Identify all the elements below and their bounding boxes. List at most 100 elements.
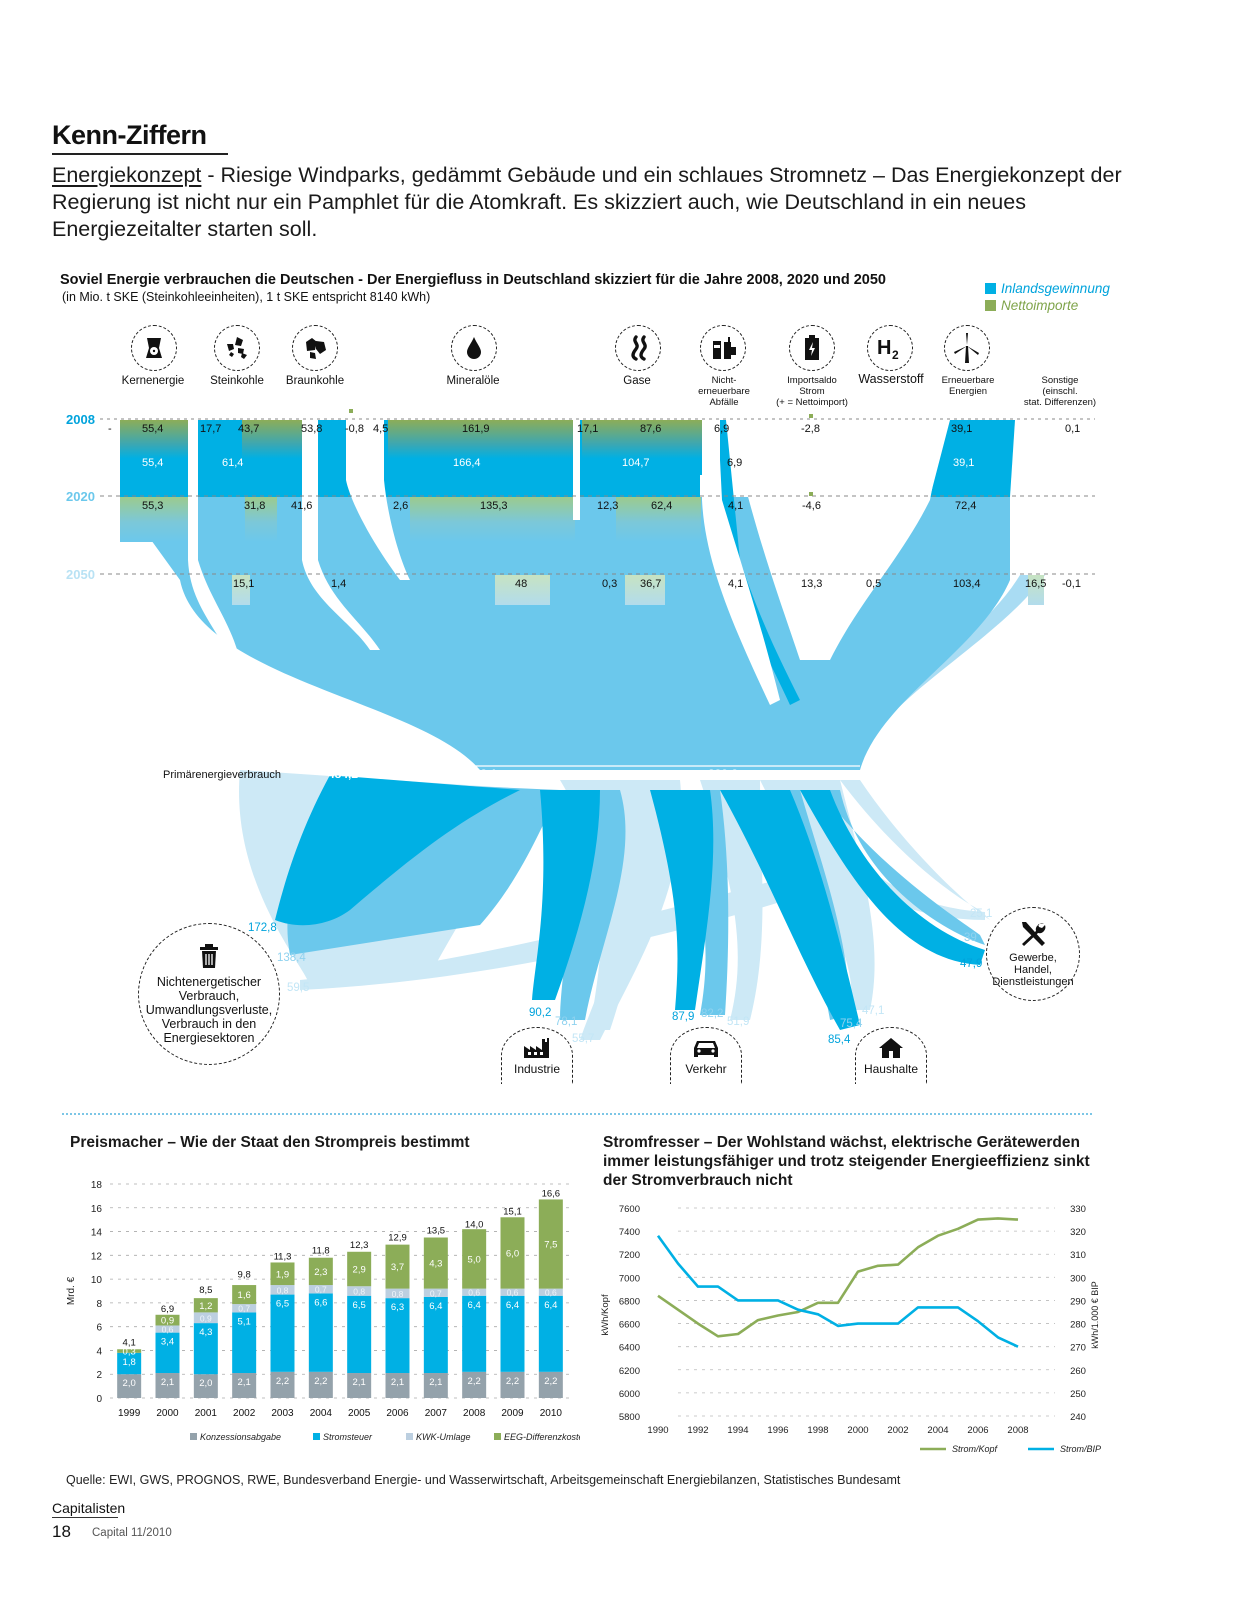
sink-label: Gewerbe, Handel, Dienstleistungen bbox=[992, 952, 1074, 988]
gas-icon bbox=[615, 325, 661, 371]
hard-coal-icon bbox=[214, 325, 260, 371]
section-separator bbox=[62, 1113, 1092, 1115]
bar-segment-label: 2,1 bbox=[429, 1377, 442, 1388]
bar-segment-label: 0,8 bbox=[277, 1285, 289, 1295]
bar-segment-label: 2,9 bbox=[353, 1265, 366, 1276]
x-tick-label: 2004 bbox=[310, 1408, 333, 1419]
import-marker bbox=[809, 492, 813, 496]
svg-text:4,5: 4,5 bbox=[373, 423, 388, 435]
year-label-2008: 2008 bbox=[66, 412, 95, 427]
bar-segment bbox=[193, 1312, 218, 1324]
sink-gewerbe: Gewerbe, Handel, Dienstleistungen bbox=[986, 907, 1080, 1001]
svg-text:43,7: 43,7 bbox=[238, 423, 259, 435]
y2-tick-label: 240 bbox=[1070, 1412, 1086, 1423]
bar-segment-label: 5,1 bbox=[238, 1316, 251, 1327]
bar-total-label: 14,0 bbox=[465, 1220, 484, 1231]
bar-segment bbox=[155, 1373, 180, 1398]
bar-segment bbox=[193, 1323, 218, 1375]
svg-text:16,5: 16,5 bbox=[1025, 578, 1046, 590]
legend-label: KWK-Umlage bbox=[416, 1432, 471, 1442]
svg-text:4,1: 4,1 bbox=[728, 500, 743, 512]
bar-segment bbox=[500, 1217, 525, 1289]
y2-tick-label: 300 bbox=[1070, 1273, 1086, 1284]
y-tick-label: 18 bbox=[91, 1180, 103, 1191]
svg-text:47,9: 47,9 bbox=[960, 958, 982, 970]
y2-tick-label: 330 bbox=[1070, 1204, 1086, 1215]
x-tick-label: 2002 bbox=[887, 1425, 908, 1436]
bar-segment bbox=[538, 1288, 563, 1296]
svg-text:47,1: 47,1 bbox=[862, 1005, 884, 1017]
bar-segment bbox=[347, 1295, 372, 1374]
svg-text:12,3: 12,3 bbox=[597, 500, 618, 512]
legend-label: Strom/Kopf bbox=[952, 1444, 999, 1454]
legend-label: Konzessionsabgabe bbox=[200, 1432, 281, 1442]
bar-segment-label: 0,8 bbox=[353, 1287, 365, 1297]
bar-segment-label: 6,5 bbox=[276, 1299, 289, 1310]
legend-swatch bbox=[190, 1433, 197, 1440]
svg-text:4,1: 4,1 bbox=[728, 578, 743, 590]
bar-segment-label: 6,5 bbox=[353, 1300, 366, 1311]
svg-text:15,1: 15,1 bbox=[233, 578, 254, 590]
y-axis-label: Mrd. € bbox=[66, 1276, 77, 1305]
bar-segment bbox=[270, 1262, 295, 1286]
footer-section: Capitalisten bbox=[52, 1500, 126, 1518]
bar-segment bbox=[423, 1296, 448, 1374]
bar-segment bbox=[308, 1293, 333, 1372]
svg-text:2: 2 bbox=[892, 348, 899, 362]
svg-text:17,1: 17,1 bbox=[577, 423, 598, 435]
svg-text:53,8: 53,8 bbox=[301, 423, 322, 435]
source-bars-2020 bbox=[120, 497, 701, 542]
tools-icon bbox=[1022, 922, 1046, 946]
svg-text:161,9: 161,9 bbox=[462, 423, 490, 435]
bar-segment-label: 5,0 bbox=[468, 1254, 481, 1265]
bar-segment-label: 2,2 bbox=[314, 1376, 327, 1387]
bar-total-label: 15,1 bbox=[503, 1206, 522, 1217]
labels-2008-inland: 55,4 61,4 53 166,4 104,7 6,9 39,1 bbox=[142, 457, 974, 469]
svg-text:55,4: 55,4 bbox=[142, 457, 163, 469]
x-tick-label: 2009 bbox=[501, 1408, 524, 1419]
bar-segment-label: 0,9 bbox=[161, 1316, 174, 1327]
bar-segment bbox=[270, 1294, 295, 1372]
svg-text:172,8: 172,8 bbox=[248, 922, 277, 934]
svg-text:87,9: 87,9 bbox=[672, 1011, 694, 1023]
y2-tick-label: 270 bbox=[1070, 1343, 1086, 1354]
bar-segment bbox=[308, 1257, 333, 1286]
source-label-wasserstoff: Wasserstoff bbox=[858, 372, 924, 386]
svg-text:1,4: 1,4 bbox=[331, 578, 346, 590]
source-label-erneuerbare: Erneuerbare Energien bbox=[941, 375, 995, 397]
svg-text:78,1: 78,1 bbox=[555, 1016, 577, 1028]
bar-segment-label: 3,4 bbox=[161, 1337, 174, 1348]
bar-segment bbox=[385, 1298, 410, 1374]
bar-segment-label: 2,2 bbox=[276, 1376, 289, 1387]
svg-text:41,6: 41,6 bbox=[291, 500, 312, 512]
bar-segment bbox=[232, 1304, 257, 1313]
legend-swatch bbox=[406, 1433, 413, 1440]
bar-segment-label: 6,3 bbox=[391, 1302, 404, 1313]
bar-segment bbox=[538, 1199, 563, 1289]
svg-text:-0,8: -0,8 bbox=[345, 423, 364, 435]
bar-segment bbox=[423, 1237, 448, 1289]
bar-segment bbox=[385, 1288, 410, 1299]
lignite-icon bbox=[292, 325, 338, 371]
y-tick-label: 6 bbox=[96, 1323, 102, 1334]
bar-segment bbox=[270, 1371, 295, 1398]
y-tick-label: 6800 bbox=[619, 1296, 640, 1307]
legend-label: EEG-Differenzkosten bbox=[504, 1432, 580, 1442]
bar-segment-label: 6,4 bbox=[468, 1300, 481, 1311]
lead-paragraph: Energiekonzept - Riesige Windparks, gedä… bbox=[52, 162, 1142, 243]
y2-tick-label: 250 bbox=[1070, 1389, 1086, 1400]
bar-segment bbox=[538, 1371, 563, 1398]
svg-text:72,4: 72,4 bbox=[955, 500, 976, 512]
bar-segment-label: 1,9 bbox=[276, 1269, 289, 1280]
svg-text:104,7: 104,7 bbox=[622, 457, 650, 469]
bar-total-label: 6,9 bbox=[161, 1304, 174, 1315]
bar-segment-label: 0,6 bbox=[545, 1288, 557, 1298]
svg-text:103,4: 103,4 bbox=[953, 578, 981, 590]
import-marker bbox=[809, 414, 813, 418]
x-tick-label: 1994 bbox=[727, 1425, 748, 1436]
bar-total-label: 16,6 bbox=[542, 1189, 561, 1200]
sink-verkehr: Verkehr bbox=[670, 1027, 742, 1084]
y-tick-label: 4 bbox=[96, 1346, 102, 1357]
bar-segment bbox=[462, 1295, 487, 1372]
